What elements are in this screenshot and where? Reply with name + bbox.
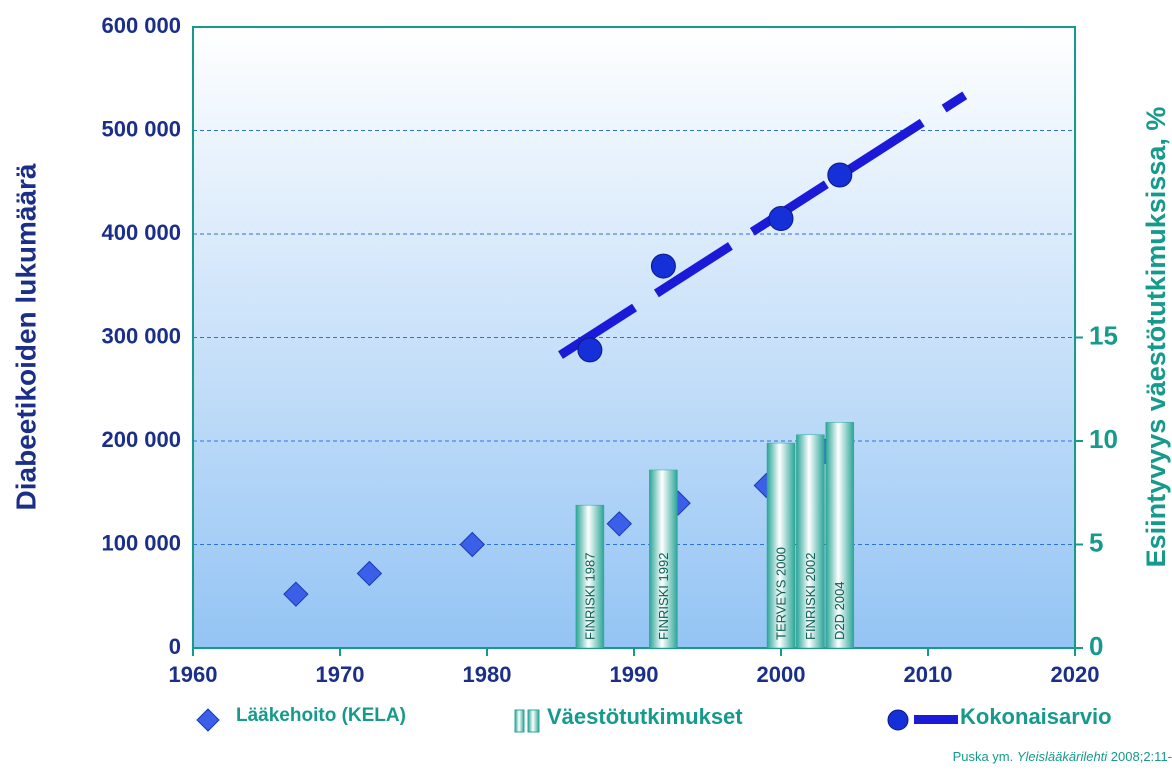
legend-symbol	[914, 715, 958, 724]
bar	[825, 422, 855, 649]
diamond-marker	[459, 531, 486, 558]
circle-marker	[650, 253, 676, 279]
legend-label: Kokonaisarvio	[960, 704, 1112, 729]
x-tick-label: 2000	[757, 662, 806, 687]
circle-marker	[768, 205, 794, 231]
x-tick-label: 1960	[169, 662, 218, 687]
legend-symbol	[514, 709, 525, 733]
bar-label: FINRISKI 2002	[803, 553, 818, 640]
y-tick-label: 300 000	[101, 323, 181, 348]
y-tick-label: 200 000	[101, 427, 181, 452]
legend-symbol	[196, 708, 220, 732]
bar	[575, 504, 605, 649]
x-tick-label: 1980	[463, 662, 512, 687]
y2-tick-label: 0	[1089, 631, 1103, 661]
diamond-marker	[356, 560, 383, 587]
source: Puska ym. Yleislääkärilehti 2008;2:11-	[953, 749, 1172, 764]
y2-tick-label: 10	[1089, 424, 1118, 454]
source-part: Puska ym.	[953, 749, 1017, 764]
y2-tick-label: 15	[1089, 320, 1118, 350]
y-tick-label: 500 000	[101, 116, 181, 141]
diamond-marker	[283, 581, 309, 607]
y-axis-title: Diabeetikoiden lukumäärä	[10, 163, 41, 510]
legend-label: Väestötutkimukset	[547, 704, 743, 729]
legend-label: Lääkehoito (KELA)	[236, 705, 406, 726]
y2-axis-title: Esiintyvyys väestötutkimuksissa, %	[1141, 107, 1171, 568]
y2-tick-label: 5	[1089, 527, 1103, 557]
bar-label: D2D 2004	[832, 581, 847, 640]
x-tick-label: 1990	[610, 662, 659, 687]
source-part: 2008;2:11-	[1107, 749, 1172, 764]
bar	[766, 442, 796, 649]
bar-label: TERVEYS 2000	[773, 547, 788, 640]
circle-marker	[827, 162, 853, 188]
legend-symbol	[887, 709, 909, 731]
x-tick-label: 2020	[1051, 662, 1100, 687]
legend-symbol	[527, 709, 540, 733]
source-part: Yleislääkärilehti	[1017, 749, 1108, 764]
circle-marker	[577, 337, 603, 363]
y-tick-label: 600 000	[101, 13, 181, 38]
bar-label: FINRISKI 1987	[582, 553, 597, 640]
y-tick-label: 0	[169, 634, 181, 659]
bar-label: FINRISKI 1992	[656, 553, 671, 640]
x-tick-label: 1970	[316, 662, 365, 687]
x-tick-label: 2010	[904, 662, 953, 687]
diamond-marker	[606, 511, 633, 537]
plot-frame	[192, 26, 1076, 649]
bar	[796, 434, 825, 649]
y-tick-label: 400 000	[101, 220, 181, 245]
trend-line	[558, 91, 968, 359]
bar	[649, 469, 678, 649]
y-tick-label: 100 000	[101, 530, 181, 555]
